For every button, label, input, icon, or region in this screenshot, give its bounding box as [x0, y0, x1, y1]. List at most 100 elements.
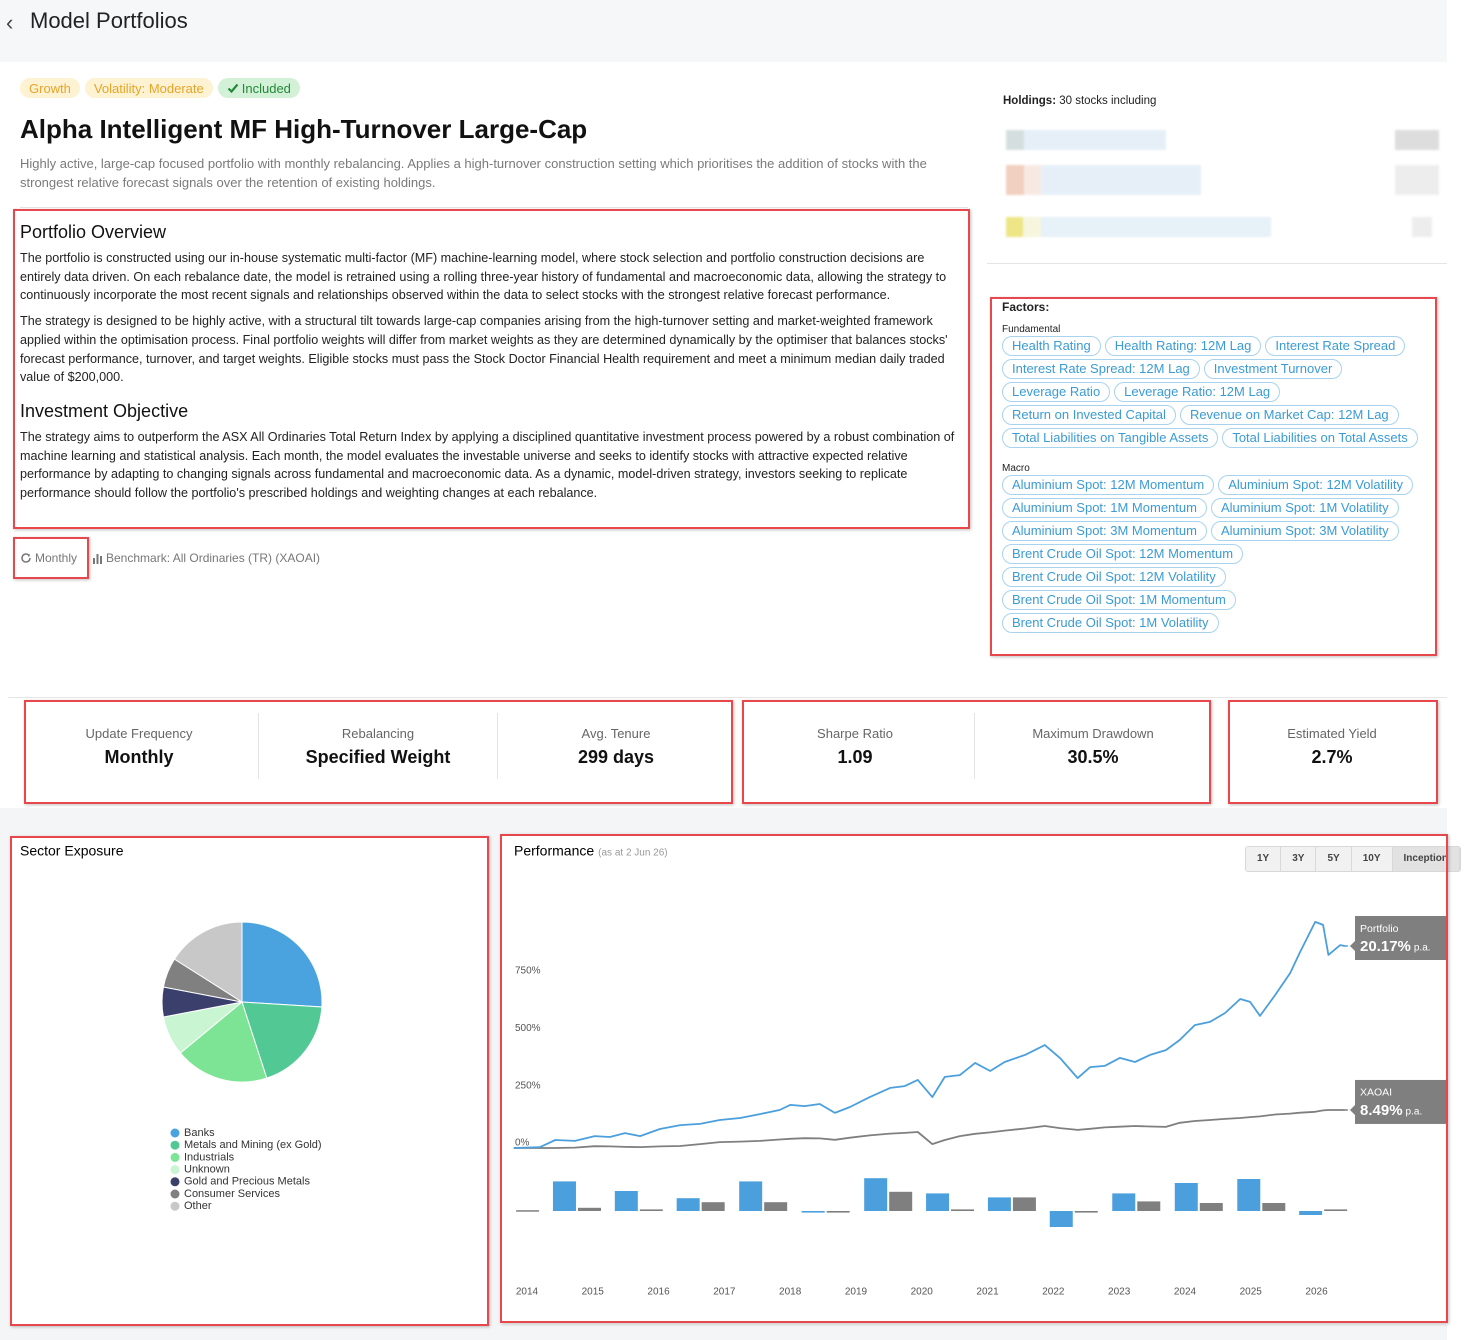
legend-label: Industrials [184, 1151, 235, 1163]
return-bar [864, 1178, 888, 1211]
benchmark-meta: Benchmark: All Ordinaries (TR) (XAOAI) [92, 551, 320, 565]
check-icon [227, 83, 239, 94]
return-bar [1112, 1193, 1136, 1211]
return-bar [1262, 1203, 1286, 1211]
highlight-box [13, 537, 89, 579]
top-bar: ‹ Model Portfolios [0, 0, 1447, 62]
legend-swatch [170, 1201, 180, 1211]
stat-label: Update Frequency [85, 726, 193, 741]
return-bar [676, 1198, 700, 1211]
range-button[interactable]: 5Y [1316, 847, 1352, 871]
factor-chip: Total Liabilities on Total Assets [1222, 428, 1418, 448]
blurred-holding [1006, 217, 1271, 237]
x-tick-label: 2023 [1108, 1287, 1131, 1298]
pie-slice [173, 921, 243, 1003]
blurred-holding [1412, 217, 1432, 237]
blurred-holding [1006, 130, 1166, 150]
factor-chip: Health Rating [1002, 336, 1101, 356]
x-tick-label: 2022 [1042, 1287, 1065, 1298]
tag: Volatility: Moderate [84, 78, 213, 98]
stat-value: Specified Weight [305, 747, 451, 767]
paragraph: The strategy is designed to be highly ac… [20, 314, 948, 385]
callout-pointer [1350, 1104, 1355, 1115]
factor-chips: Health Rating Health Rating: 12M Lag Inter… [1002, 336, 1432, 448]
return-bar [1237, 1179, 1261, 1211]
return-bar [577, 1207, 601, 1211]
blurred-holding [1395, 165, 1439, 195]
factor-chip: Health Rating: 12M Lag [1104, 336, 1262, 356]
stat-label: Sharpe Ratio [817, 726, 893, 741]
x-tick-label: 2021 [976, 1287, 999, 1298]
legend-swatch [170, 1165, 180, 1175]
legend-label: Gold and Precious Metals [184, 1176, 310, 1188]
pie-slice [179, 1001, 268, 1083]
callout-value: 20.17% [1360, 938, 1411, 955]
page-title: Model Portfolios [30, 8, 188, 33]
x-tick-label: 2024 [1174, 1287, 1197, 1298]
factor-chip: Return on Invested Capital [1002, 405, 1176, 425]
divider [497, 713, 498, 779]
y-tick-label: 500% [515, 1023, 541, 1034]
overview-section: Portfolio Overview The portfolio is cons… [20, 222, 962, 510]
return-bar [1049, 1211, 1073, 1227]
chart-title: Performance [514, 843, 594, 859]
stat-value: 2.7% [1311, 747, 1353, 767]
stat-value: 30.5% [1067, 747, 1119, 767]
y-tick-label: 750% [515, 966, 541, 977]
return-bar [801, 1211, 825, 1213]
legend-swatch [170, 1140, 180, 1150]
highlight-box [500, 834, 1448, 1323]
sector-card: Sector Exposure Banks Metals and Mining (… [10, 836, 488, 1325]
return-bar [1299, 1211, 1323, 1215]
stat: Update Frequency Monthly [24, 726, 254, 768]
factor-chip: Interest Rate Spread [1265, 336, 1406, 356]
x-tick-label: 2016 [647, 1287, 670, 1298]
factor-chip: Aluminium Spot: 1M Momentum [1002, 498, 1207, 518]
performance-chart: Performance (as at 2 Jun 26) 0% 250% 500% 7… [513, 843, 1447, 1298]
return-bar [1324, 1209, 1348, 1211]
range-button[interactable]: Inception [1392, 847, 1460, 871]
legend-swatch [170, 1189, 180, 1199]
range-button[interactable]: 3Y [1281, 847, 1317, 871]
stat-value: 1.09 [837, 747, 873, 767]
x-tick-label: 2015 [582, 1287, 605, 1298]
return-bar [552, 1181, 576, 1211]
legend-swatch [170, 1128, 180, 1138]
range-button[interactable]: 10Y [1351, 847, 1393, 871]
rebalance-meta: Monthly [20, 551, 77, 565]
factor-chip: Brent Crude Oil Spot: 1M Momentum [1002, 590, 1236, 610]
divider [974, 713, 975, 779]
return-bar [826, 1211, 850, 1213]
tags: Growth Volatility: Moderate Included [20, 78, 300, 98]
chart-subtitle: (as at 2 Jun 26) [598, 848, 667, 859]
return-bar [764, 1202, 788, 1211]
pie-slice [241, 921, 323, 1008]
stat-label: Maximum Drawdown [1032, 726, 1154, 741]
back-button[interactable]: ‹ [6, 10, 14, 35]
range-selector: 1Y 3Y 5Y 10Y Inception [1245, 846, 1461, 872]
highlight-box [742, 700, 1211, 804]
stat: Rebalancing Specified Weight [263, 726, 493, 768]
stat-value: Monthly [104, 747, 174, 767]
legend-label: Banks [184, 1127, 215, 1139]
performance-card: Performance (as at 2 Jun 26) 0% 250% 500% 7… [500, 834, 1461, 1324]
x-tick-label: 2017 [713, 1287, 736, 1298]
pie-slice [241, 1001, 323, 1079]
factor-chip: Brent Crude Oil Spot: 1M Volatility [1002, 613, 1219, 633]
callout-pointer [1350, 940, 1355, 951]
factor-group-name: Macro [1002, 463, 1030, 474]
return-bar [1137, 1201, 1161, 1211]
blurred-holding [1395, 130, 1439, 150]
return-bar [1199, 1203, 1223, 1211]
x-tick-label: 2025 [1240, 1287, 1263, 1298]
section-heading: Portfolio Overview [20, 222, 167, 242]
stat: Estimated Yield 2.7% [1217, 726, 1447, 768]
legend-label: Other [184, 1200, 212, 1212]
tag: Included [217, 78, 300, 98]
legend-label: Unknown [184, 1164, 230, 1176]
range-button[interactable]: 1Y [1246, 847, 1282, 871]
holdings-label: Holdings: [1003, 95, 1057, 107]
x-tick-label: 2020 [911, 1287, 934, 1298]
y-tick-label: 0% [515, 1138, 530, 1149]
paragraph: The strategy aims to outperform the ASX … [20, 429, 955, 501]
